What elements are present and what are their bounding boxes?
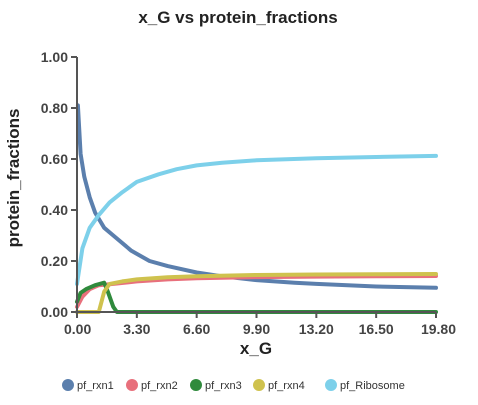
y-tick-label: 0.60 bbox=[41, 151, 68, 167]
x-tick-label: 0.00 bbox=[64, 321, 91, 337]
legend-item-pf-rxn1[interactable]: pf_rxn1 bbox=[62, 379, 114, 392]
x-tick-label: 13.20 bbox=[299, 321, 334, 337]
x-tick-label: 9.90 bbox=[243, 321, 270, 337]
chart-title: x_G vs protein_fractions bbox=[138, 8, 337, 27]
y-tick-label: 0.00 bbox=[41, 304, 68, 320]
y-tick-label: 0.40 bbox=[41, 202, 68, 218]
legend-swatch bbox=[253, 379, 265, 391]
y-tick-label: 0.20 bbox=[41, 253, 68, 269]
series-line-pf-rxn4 bbox=[75, 272, 438, 314]
x-tick-label: 19.80 bbox=[421, 321, 456, 337]
series-line-pf-rxn1 bbox=[75, 103, 438, 290]
legend-label: pf_rxn3 bbox=[205, 380, 242, 392]
legend-label: pf_rxn4 bbox=[268, 380, 305, 392]
x-tick-label: 6.60 bbox=[183, 321, 210, 337]
legend-label: pf_rxn1 bbox=[77, 380, 114, 392]
y-tick-label: 0.80 bbox=[41, 100, 68, 116]
legend-swatch bbox=[126, 379, 138, 391]
y-axis-label: protein_fractions bbox=[4, 109, 23, 248]
legend-item-pf-rxn4[interactable]: pf_rxn4 bbox=[253, 379, 305, 392]
legend-label: pf_Ribosome bbox=[340, 380, 405, 392]
legend-label: pf_rxn2 bbox=[141, 380, 178, 392]
x-tick-label: 16.50 bbox=[359, 321, 394, 337]
legend-swatch bbox=[62, 379, 74, 391]
x-tick-label: 3.30 bbox=[123, 321, 150, 337]
legend-item-pf-rxn2[interactable]: pf_rxn2 bbox=[126, 379, 178, 392]
series-line-pf-rxn2 bbox=[75, 274, 438, 309]
y-tick-label: 1.00 bbox=[41, 49, 68, 65]
legend-swatch bbox=[325, 379, 337, 391]
legend-item-pf-rxn3[interactable]: pf_rxn3 bbox=[190, 379, 242, 392]
axes-layer: 0.00 0.20 0.40 0.60 0.80 1.00 0.00 3.30 6.60 9.90… bbox=[41, 49, 456, 337]
legend: pf_rxn1 pf_rxn2 pf_rxn3 pf_rxn4 pf_Ribosome bbox=[62, 379, 405, 392]
legend-item-pf-ribosome[interactable]: pf_Ribosome bbox=[325, 379, 405, 392]
legend-swatch bbox=[190, 379, 202, 391]
series-line-pf-ribosome bbox=[75, 153, 438, 286]
x-axis-label: x_G bbox=[240, 339, 272, 358]
series-layer bbox=[75, 103, 438, 314]
